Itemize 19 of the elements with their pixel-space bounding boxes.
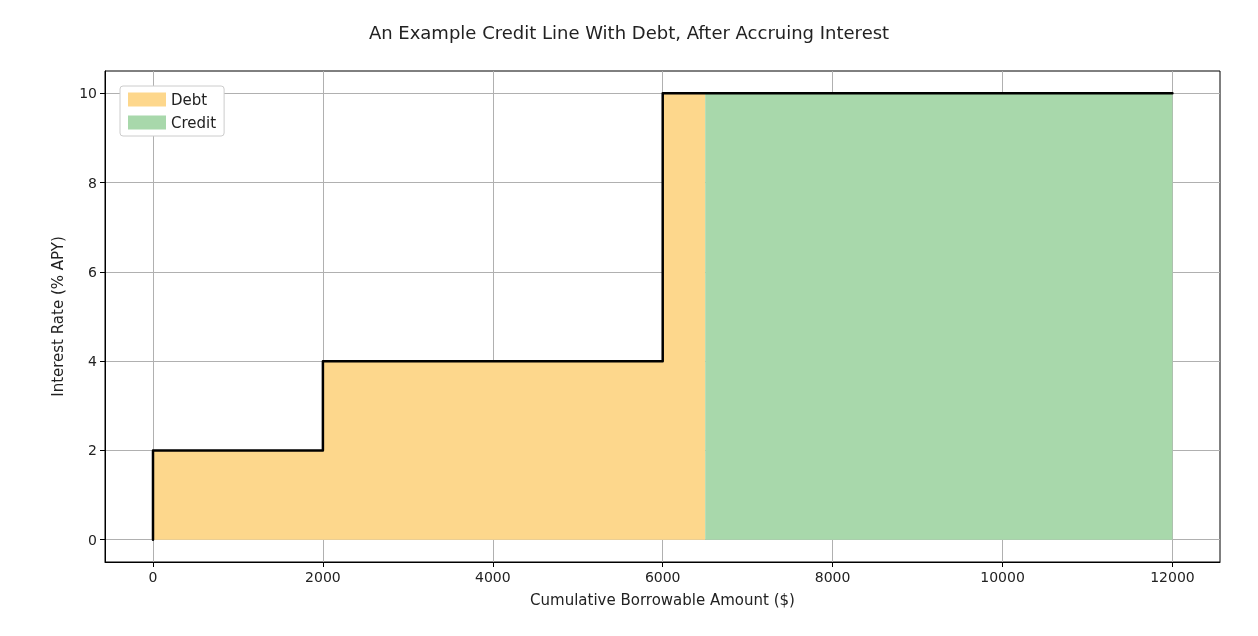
x-tick-label: 6000	[644, 569, 681, 585]
y-tick-label: 4	[88, 353, 98, 370]
x-tick-label: 8000	[814, 569, 851, 585]
y-tick-label: 6	[88, 263, 98, 280]
legend-label: Credit	[171, 113, 217, 132]
y-tick-label: 0	[88, 531, 97, 548]
line-series	[151, 92, 1174, 541]
y-tick-label: 8	[88, 174, 97, 191]
y-tick-label: 10	[79, 85, 97, 102]
x-tick-label: 12000	[1150, 569, 1195, 585]
chart-title: An Example Credit Line With Debt, After Accruing Interest	[368, 21, 890, 43]
x-tick-label: 10000	[980, 569, 1025, 585]
y-axis-title: Interest Rate (% APY)	[48, 236, 67, 397]
x-tick-label: 2000	[305, 569, 341, 585]
x-tick-label: 4000	[474, 569, 511, 585]
x-axis-title: Cumulative Borrowable Amount ($)	[530, 590, 795, 609]
x-tick-label: 0	[148, 569, 158, 585]
legend-label: Debt	[171, 90, 208, 109]
y-tick-label: 2	[88, 442, 97, 459]
